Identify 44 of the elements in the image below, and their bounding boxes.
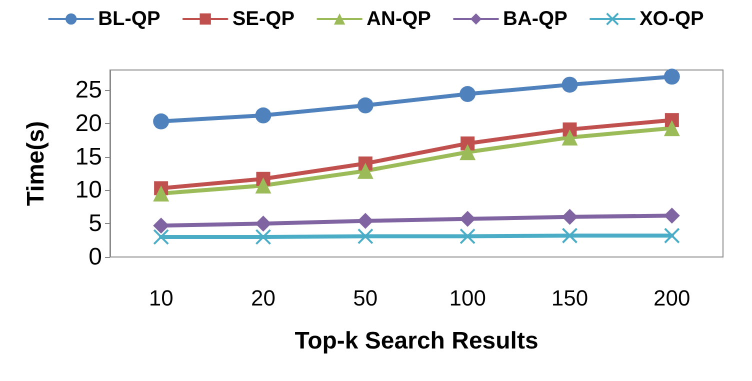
- legend-label: AN-QP: [366, 8, 432, 30]
- point: [153, 186, 170, 202]
- point: [357, 97, 374, 114]
- point: [255, 216, 272, 232]
- point: [460, 86, 476, 102]
- legend-label: SE-QP: [232, 8, 295, 30]
- point: [460, 228, 476, 244]
- point: [255, 107, 272, 124]
- x-tick-label: 150: [551, 286, 588, 310]
- x-tick-label: 10: [148, 286, 174, 310]
- point: [153, 218, 170, 234]
- point: [357, 228, 374, 244]
- point: [664, 228, 680, 244]
- y-tick-label: 15: [75, 143, 102, 170]
- point: [153, 113, 170, 130]
- point: [357, 212, 374, 229]
- y-tick-label: 5: [88, 210, 102, 238]
- point: [664, 120, 680, 136]
- x-tick-label: 100: [449, 286, 486, 310]
- x-tick-label: 200: [654, 286, 690, 310]
- x-axis-title: Top-k Search Results: [294, 328, 538, 354]
- y-axis-title: Time(s): [22, 121, 50, 206]
- point: [255, 178, 272, 194]
- point: [153, 228, 170, 245]
- point: [664, 208, 680, 224]
- legend-label: XO-QP: [639, 8, 704, 30]
- y-tick-label: 20: [75, 110, 102, 137]
- y-tick-label: 25: [75, 76, 102, 104]
- x-tick-label: 20: [251, 286, 276, 310]
- point: [562, 76, 578, 93]
- point: [460, 136, 475, 150]
- point: [357, 162, 374, 179]
- point: [562, 228, 578, 244]
- x-tick-label: 50: [353, 286, 378, 310]
- y-tick-label: 10: [75, 176, 102, 204]
- point: [664, 68, 680, 85]
- point: [562, 129, 578, 146]
- point: [460, 210, 476, 227]
- point: [255, 228, 272, 245]
- legend-label: BL-QP: [98, 8, 160, 30]
- legend-label: BA-QP: [503, 8, 568, 30]
- y-tick-label: 0: [88, 244, 102, 270]
- point: [562, 208, 578, 225]
- point: [460, 144, 476, 160]
